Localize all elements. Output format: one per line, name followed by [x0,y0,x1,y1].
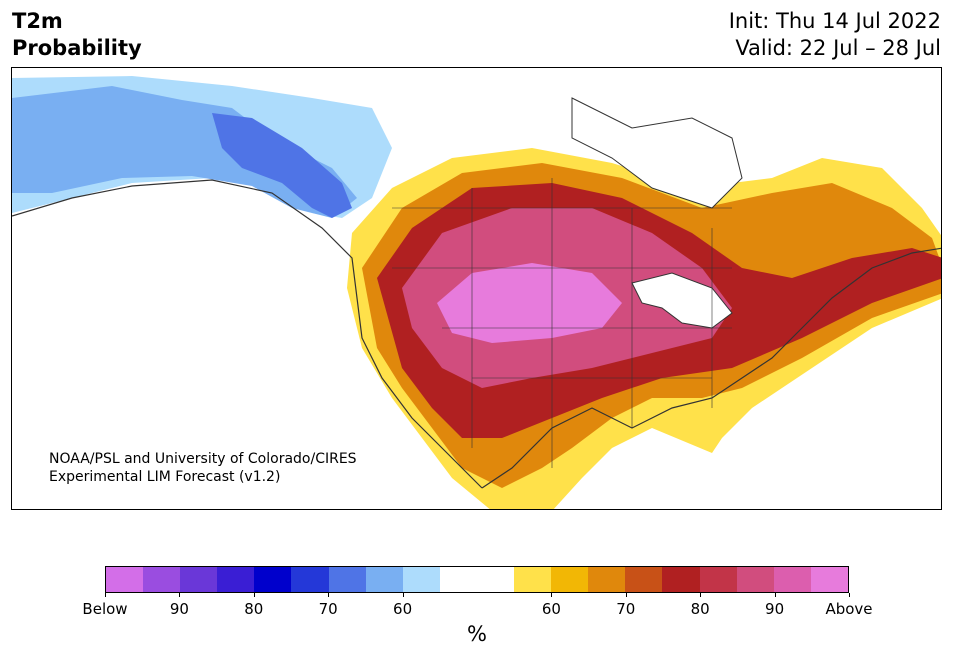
colorbar-tick-mark [551,593,553,597]
colorbar-tick-mark [700,593,702,597]
colorbar-cell [217,567,255,592]
colorbar-tick-mark [105,593,106,597]
colorbar-cell [551,567,589,592]
colorbar-tick-label: Above [825,600,873,618]
colorbar-tick-label: 60 [541,600,561,618]
state-borders [392,178,732,468]
colorbar-cell [662,567,700,592]
map-title: T2m Probability [12,8,142,62]
colorbar-tick-mark [253,593,255,597]
hudson-bay-coast [571,97,743,209]
init-date: Init: Thu 14 Jul 2022 [728,9,941,33]
colorbar-tick-mark [328,593,330,597]
colorbar-cell [588,567,626,592]
colorbar-cell [254,567,292,592]
colorbar-tick-label: 70 [616,600,636,618]
colorbar-tick-label: 60 [393,600,413,618]
colorbar-cell [514,567,552,592]
title-line-2: Probability [12,36,142,60]
colorbar-cell [143,567,181,592]
credit-text: NOAA/PSL and University of Colorado/CIRE… [49,450,357,486]
colorbar-tick-mark [402,593,404,597]
colorbar-tick-mark [849,593,850,597]
colorbar-tick-label: Below [82,600,128,618]
colorbar-cell [291,567,329,592]
colorbar-cell [736,567,774,592]
colorbar-cell [773,567,811,592]
colorbar-tick-mark [625,593,627,597]
colorbar-cell [365,567,403,592]
colorbar-unit: % [467,622,487,646]
title-line-1: T2m [12,9,63,33]
colorbar-tick-label: 80 [690,600,710,618]
colorbar-cell [625,567,663,592]
below-80-region [212,113,352,218]
above-max-region [437,263,622,343]
below-70-region [12,86,357,218]
colorbar-cell [699,567,737,592]
colorbar-tick-mark [179,593,181,597]
colorbar-cell [402,567,440,592]
colorbar-tick-label: 70 [318,600,338,618]
colorbar-tick-label: 80 [244,600,264,618]
probability-map [11,67,942,510]
valid-range: Valid: 22 Jul – 28 Jul [735,36,941,60]
colorbar-cell [328,567,366,592]
map-graphic [12,76,941,509]
colorbar-cell [180,567,218,592]
colorbar-tick-label: 90 [765,600,785,618]
credit-line-1: NOAA/PSL and University of Colorado/CIRE… [49,451,357,467]
coastline [12,179,941,489]
colorbar-cell [439,567,477,592]
colorbar-cell [476,567,515,592]
colorbar-cell [810,567,848,592]
colorbar-tick-label: 90 [169,600,189,618]
colorbar [105,566,849,593]
colorbar-tick-mark [774,593,776,597]
credit-line-2: Experimental LIM Forecast (v1.2) [49,469,281,485]
colorbar-cell [106,567,144,592]
forecast-dates: Init: Thu 14 Jul 2022 Valid: 22 Jul – 28… [729,8,941,62]
